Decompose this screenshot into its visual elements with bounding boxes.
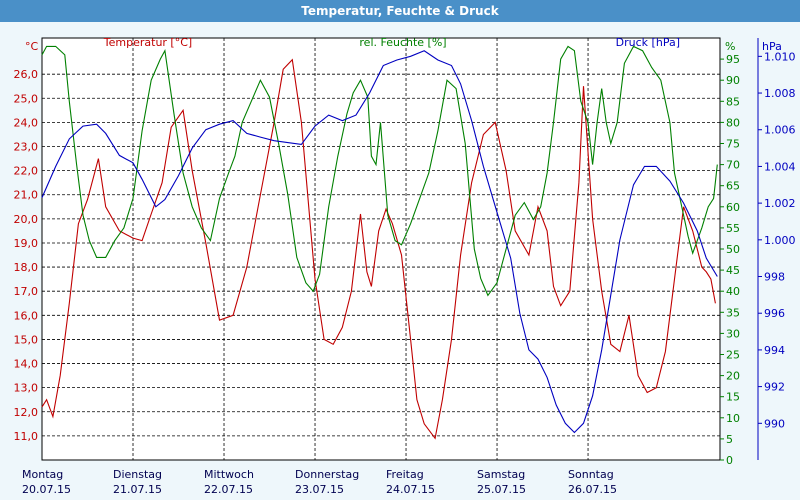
humidity-tick-label: 50 <box>726 243 740 256</box>
temperature-axis-title: Temperatur [°C] <box>103 36 192 49</box>
temperature-tick-label: 25,0 <box>14 92 39 105</box>
pressure-tick-label: 1.004 <box>764 160 796 173</box>
temperature-tick-label: 12,0 <box>14 406 39 419</box>
humidity-tick-label: 45 <box>726 264 740 277</box>
humidity-tick-label: 90 <box>726 74 740 87</box>
pressure-tick-label: 992 <box>764 381 785 394</box>
pressure-axis-title: Druck [hPa] <box>616 36 680 49</box>
humidity-tick-label: 15 <box>726 391 740 404</box>
x-tick-day: Sonntag <box>568 468 614 481</box>
humidity-series-line <box>41 45 718 297</box>
x-tick-day: Donnerstag <box>295 468 359 481</box>
x-tick-date: 26.07.15 <box>568 483 617 496</box>
temperature-tick-label: 18,0 <box>14 261 39 274</box>
x-tick-day: Samstag <box>477 468 525 481</box>
humidity-tick-label: 30 <box>726 327 740 340</box>
humidity-tick-label: 10 <box>726 412 740 425</box>
temperature-tick-label: 24,0 <box>14 116 39 129</box>
humidity-tick-label: 25 <box>726 349 740 362</box>
plot-area <box>41 37 721 461</box>
pressure-tick-label: 1.006 <box>764 124 796 137</box>
temperature-tick-label: 13,0 <box>14 382 39 395</box>
pressure-unit: hPa <box>762 40 782 53</box>
chart-title: Temperatur, Feuchte & Druck <box>0 0 800 22</box>
pressure-tick-label: 1.002 <box>764 197 796 210</box>
temperature-tick-label: 21,0 <box>14 189 39 202</box>
temperature-tick-label: 20,0 <box>14 213 39 226</box>
pressure-tick-label: 998 <box>764 271 785 284</box>
x-tick-date: 20.07.15 <box>22 483 71 496</box>
temperature-tick-label: 16,0 <box>14 309 39 322</box>
x-tick-date: 24.07.15 <box>386 483 435 496</box>
humidity-tick-label: 70 <box>726 159 740 172</box>
x-tick-day: Freitag <box>386 468 424 481</box>
temperature-unit: °C <box>25 40 39 53</box>
humidity-tick-label: 95 <box>726 53 740 66</box>
x-tick-date: 23.07.15 <box>295 483 344 496</box>
humidity-tick-label: 85 <box>726 95 740 108</box>
pressure-tick-label: 1.010 <box>764 50 796 63</box>
humidity-tick-label: 75 <box>726 138 740 151</box>
pressure-tick-label: 1.000 <box>764 234 796 247</box>
temperature-tick-label: 15,0 <box>14 333 39 346</box>
pressure-series-line <box>41 50 718 434</box>
humidity-tick-label: 35 <box>726 306 740 319</box>
pressure-tick-label: 994 <box>764 344 785 357</box>
humidity-tick-label: 65 <box>726 180 740 193</box>
temperature-series-line <box>41 58 716 440</box>
chart-canvas: 11,0 12,0 13,0 14,0 15,0 16,0 17,0 18,0 19,0 20,0… <box>14 36 796 496</box>
humidity-tick-label: 5 <box>726 433 733 446</box>
humidity-tick-label: 0 <box>726 454 733 467</box>
temperature-tick-label: 14,0 <box>14 358 39 371</box>
humidity-axis-title: rel. Feuchte [%] <box>359 36 446 49</box>
humidity-unit: % <box>725 40 735 53</box>
humidity-tick-label: 20 <box>726 370 740 383</box>
x-tick-day: Dienstag <box>113 468 162 481</box>
temperature-tick-label: 17,0 <box>14 285 39 298</box>
x-tick-day: Mittwoch <box>204 468 254 481</box>
humidity-tick-label: 55 <box>726 222 740 235</box>
humidity-tick-label: 80 <box>726 116 740 129</box>
humidity-tick-label: 60 <box>726 201 740 214</box>
x-tick-date: 21.07.15 <box>113 483 162 496</box>
x-tick-date: 22.07.15 <box>204 483 253 496</box>
x-tick-day: Montag <box>22 468 63 481</box>
x-tick-date: 25.07.15 <box>477 483 526 496</box>
temperature-tick-label: 23,0 <box>14 141 39 154</box>
temperature-tick-label: 26,0 <box>14 68 39 81</box>
temperature-tick-label: 22,0 <box>14 165 39 178</box>
humidity-tick-label: 40 <box>726 285 740 298</box>
pressure-tick-label: 996 <box>764 307 785 320</box>
temperature-tick-label: 11,0 <box>14 430 39 443</box>
pressure-tick-label: 1.008 <box>764 87 796 100</box>
temperature-tick-label: 19,0 <box>14 237 39 250</box>
pressure-tick-label: 990 <box>764 417 785 430</box>
